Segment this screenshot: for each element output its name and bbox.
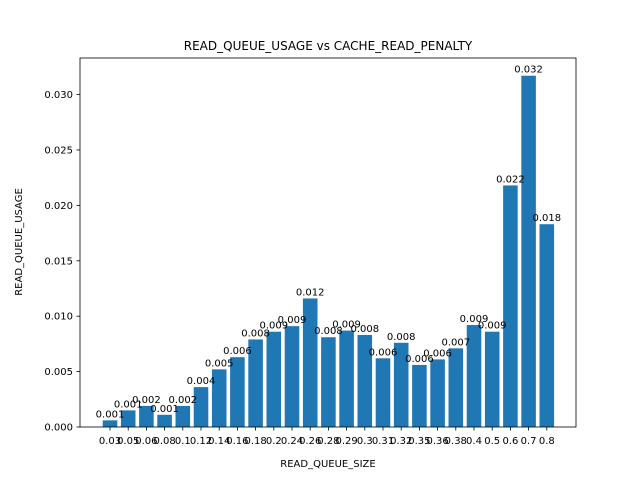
x-tick-label: 0.29 (335, 436, 357, 447)
bar (539, 224, 555, 427)
bar (484, 331, 500, 427)
data-label: 0.004 (187, 376, 216, 387)
bar (339, 330, 354, 427)
bar (102, 420, 118, 427)
bar (193, 387, 209, 427)
bar (248, 339, 263, 427)
data-label: 0.032 (514, 65, 543, 76)
data-label: 0.018 (532, 213, 561, 224)
bar (266, 331, 282, 427)
bar (321, 337, 336, 427)
x-tick-label: 0.03 (99, 436, 121, 447)
data-label: 0.008 (350, 324, 379, 335)
data-label: 0.009 (278, 315, 307, 326)
y-tick-label: 0.025 (44, 145, 73, 156)
data-label: 0.009 (259, 321, 288, 332)
x-tick-label: 0.26 (299, 436, 321, 447)
bars-group (102, 75, 555, 427)
x-tick-label: 0.14 (208, 436, 230, 447)
bar (211, 369, 227, 427)
x-tick-label: 0.12 (190, 436, 212, 447)
bar (230, 357, 245, 427)
data-label: 0.006 (423, 348, 452, 359)
bar (357, 335, 373, 427)
bar (139, 405, 154, 427)
data-label: 0.001 (150, 404, 179, 415)
bar (175, 405, 191, 427)
x-tick-label: 0.08 (153, 436, 175, 447)
x-tick-label: 0.7 (521, 436, 537, 447)
bar (412, 364, 427, 427)
plot-frame (79, 57, 577, 428)
y-tick-label: 0.005 (44, 367, 73, 378)
x-tick-label: 0.16 (226, 436, 248, 447)
data-labels-group: 0.0010.0010.0020.0010.0020.0040.0050.006… (96, 65, 561, 421)
x-tick-label: 0.4 (466, 436, 482, 447)
data-label: 0.009 (460, 314, 489, 325)
y-tick-label: 0.020 (44, 201, 73, 212)
x-tick-label: 0.24 (281, 436, 303, 447)
x-tick-label: 0.38 (445, 436, 467, 447)
data-label: 0.002 (168, 395, 197, 406)
bar (503, 185, 518, 427)
bar (448, 348, 464, 427)
data-label: 0.002 (132, 395, 161, 406)
data-label: 0.012 (296, 287, 325, 298)
x-tick-label: 0.32 (390, 436, 412, 447)
data-label: 0.008 (314, 326, 343, 337)
x-tick-label: 0.31 (372, 436, 394, 447)
bar (393, 342, 409, 427)
data-label: 0.009 (332, 320, 361, 331)
data-label: 0.008 (241, 328, 270, 339)
bar (302, 298, 318, 427)
x-tick-label: 0.28 (317, 436, 339, 447)
y-tick-label: 0.030 (44, 90, 73, 101)
bar (284, 326, 300, 427)
y-tick-label: 0.010 (44, 312, 73, 323)
bar (375, 358, 391, 427)
x-tick-label: 0.06 (135, 436, 157, 447)
x-tick-label: 0.1 (175, 436, 191, 447)
x-axis-label: READ_QUEUE_SIZE (280, 459, 375, 470)
bar (430, 359, 445, 427)
bar (157, 414, 172, 427)
data-label: 0.006 (223, 346, 252, 357)
data-label: 0.006 (405, 354, 434, 365)
y-axis-label: READ_QUEUE_USAGE (14, 188, 25, 296)
y-tick-label: 0.015 (44, 256, 73, 267)
x-tick-label: 0.8 (539, 436, 555, 447)
x-tick-label: 0.3 (357, 436, 373, 447)
data-label: 0.001 (114, 399, 143, 410)
chart-title: READ_QUEUE_USAGE vs CACHE_READ_PENALTY (184, 39, 473, 53)
data-label: 0.005 (205, 358, 234, 369)
y-tick-label: 0.000 (44, 423, 73, 434)
data-label: 0.008 (387, 332, 416, 343)
data-label: 0.007 (441, 337, 470, 348)
data-label: 0.022 (496, 174, 525, 185)
y-axis-ticks: 0.000 0.005 0.010 0.015 0.020 0.025 0.030 (44, 90, 80, 434)
x-tick-label: 0.2 (266, 436, 282, 447)
x-tick-label: 0.5 (484, 436, 500, 447)
bar (120, 410, 136, 427)
x-axis-ticks: 0.030.050.060.08 0.1 0.120.140.160.18 0.2 0.… (99, 427, 555, 447)
data-label: 0.001 (96, 409, 125, 420)
x-tick-label: 0.6 (502, 436, 518, 447)
bar (521, 75, 536, 427)
x-tick-label: 0.36 (426, 436, 448, 447)
x-tick-label: 0.35 (408, 436, 430, 447)
data-label: 0.006 (369, 347, 398, 358)
bar (466, 325, 482, 427)
x-tick-label: 0.18 (244, 436, 266, 447)
x-tick-label: 0.05 (117, 436, 139, 447)
data-label: 0.009 (478, 321, 507, 332)
